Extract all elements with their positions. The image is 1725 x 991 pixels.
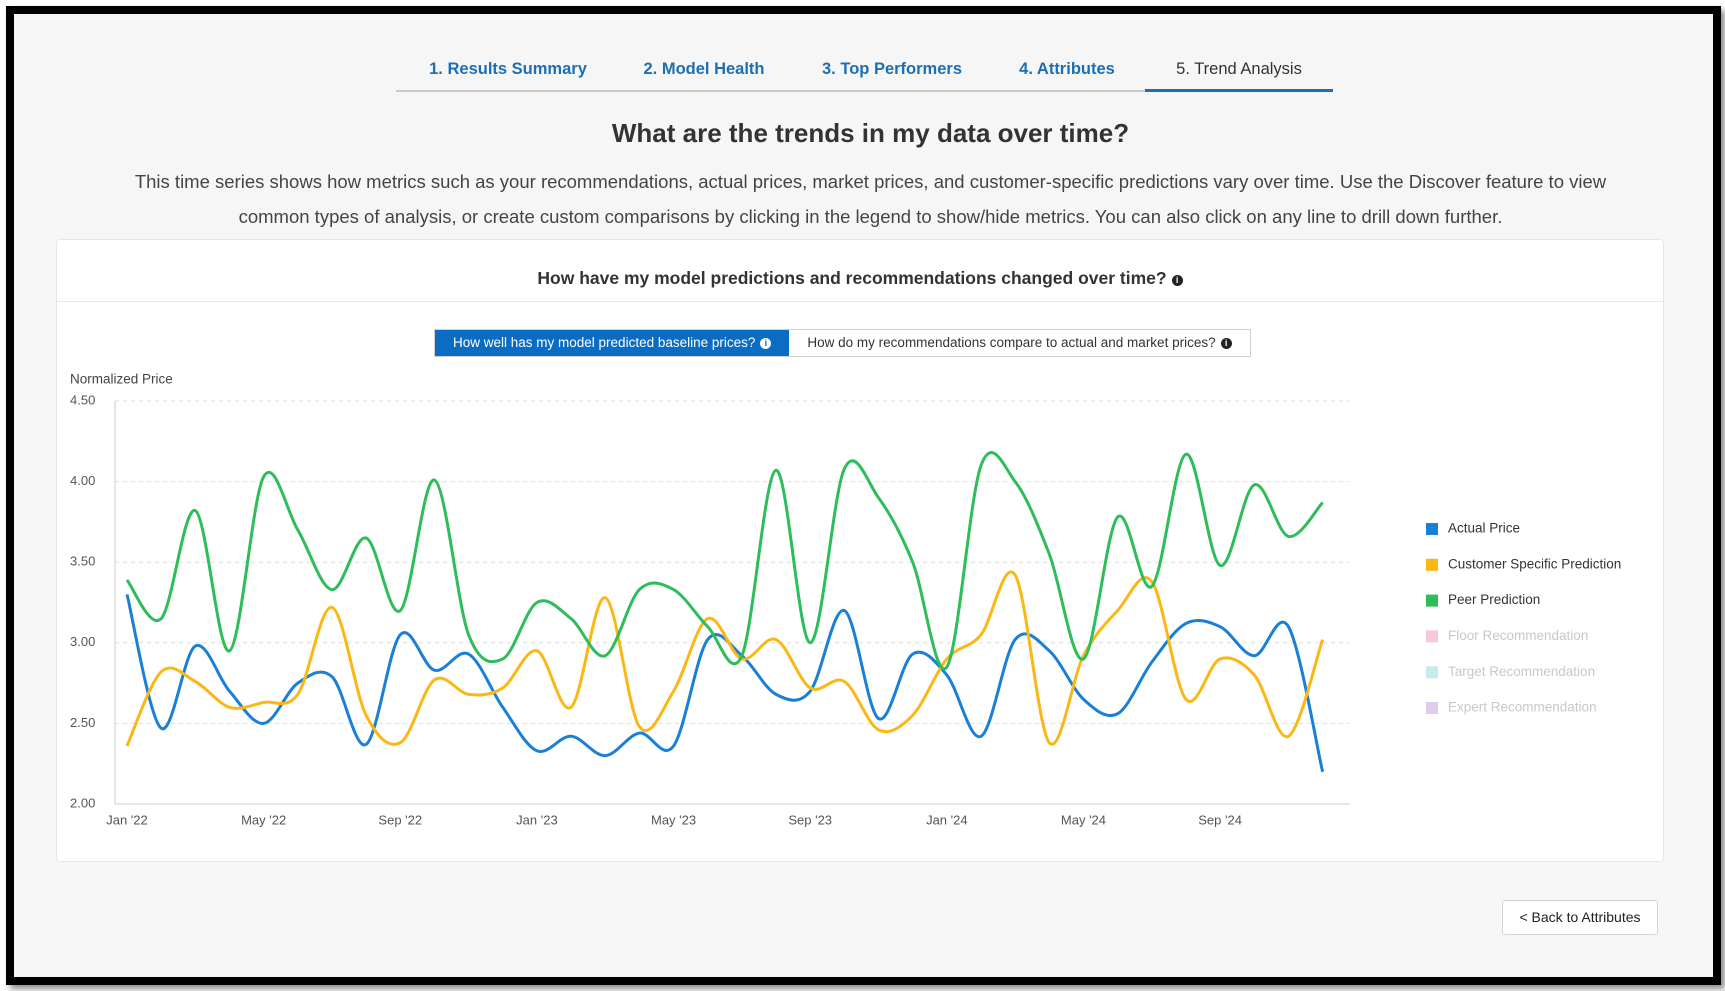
- card-title-text: How have my model predictions and recomm…: [537, 268, 1167, 288]
- legend-swatch-hidden: [1426, 666, 1438, 679]
- legend-swatch: [1426, 558, 1438, 571]
- legend-swatch: [1426, 594, 1438, 607]
- back-button[interactable]: < Back to Attributes: [1502, 900, 1658, 935]
- y-tick-label: 3.00: [70, 634, 95, 649]
- y-tick-label: 2.00: [70, 795, 95, 810]
- toggle-button[interactable]: How do my recommendations compare to act…: [789, 330, 1250, 356]
- y-tick-label: 2.50: [70, 715, 95, 730]
- series-line: [125, 451, 1324, 671]
- x-tick-label: May '24: [1061, 812, 1106, 827]
- legend-label: Peer Prediction: [1448, 592, 1540, 607]
- tab[interactable]: 1. Results Summary: [429, 60, 587, 78]
- x-tick-label: Sep '23: [788, 812, 832, 827]
- tab[interactable]: 3. Top Performers: [822, 60, 962, 78]
- description-line: This time series shows how metrics such …: [134, 171, 1607, 192]
- legend-label-hidden: Floor Recommendation: [1448, 628, 1588, 643]
- toggle-label: How well has my model predicted baseline…: [453, 335, 756, 350]
- toggle-group: How well has my model predicted baseline…: [434, 329, 1251, 357]
- y-tick-label: 3.50: [70, 554, 95, 569]
- x-tick-label: May '22: [241, 812, 286, 827]
- info-icon: i: [1220, 338, 1232, 349]
- x-tick-label: Jan '23: [516, 812, 558, 827]
- y-tick-label: 4.00: [70, 473, 95, 488]
- description: This time series shows how metrics such …: [14, 164, 1725, 234]
- chart-card: How have my model predictions and recomm…: [56, 239, 1664, 862]
- tab[interactable]: 4. Attributes: [1019, 60, 1115, 78]
- toggle-button[interactable]: How well has my model predicted baseline…: [435, 330, 790, 356]
- page: 1. Results Summary 2. Model Health 3. Top …: [6, 6, 1721, 985]
- legend-label-hidden: Target Recommendation: [1448, 664, 1595, 679]
- card-title: How have my model predictions and recomm…: [57, 268, 1663, 289]
- tab[interactable]: 2. Model Health: [643, 60, 765, 78]
- description-line: common types of analysis, or create cust…: [238, 206, 1503, 227]
- y-tick-label: 4.50: [70, 392, 95, 407]
- heading: What are the trends in my data over time…: [611, 118, 1130, 148]
- toggle-label: How do my recommendations compare to act…: [807, 335, 1216, 350]
- legend-swatch-hidden: [1426, 630, 1438, 643]
- separator: [57, 301, 1663, 302]
- legend-label: Actual Price: [1448, 521, 1520, 536]
- info-icon: i: [760, 338, 772, 349]
- tab-bar: 1. Results Summary 2. Model Health 3. Top …: [396, 54, 1333, 92]
- legend-swatch-hidden: [1426, 702, 1438, 714]
- info-icon[interactable]: i: [1171, 275, 1183, 286]
- series-line: [125, 594, 1325, 773]
- x-tick-label: Jan '24: [926, 812, 968, 827]
- x-tick-label: May '23: [651, 812, 696, 827]
- legend-label-hidden: Expert Recommendation: [1448, 700, 1597, 715]
- tab[interactable]: 5. Trend Analysis: [1176, 60, 1302, 78]
- series-line: [125, 570, 1325, 747]
- active-tab-underline: [1145, 89, 1333, 92]
- chart: Normalized Price 2.00 2.50 3.00 3.50 4.00 4.50…: [70, 372, 1621, 828]
- legend-swatch: [1426, 523, 1438, 535]
- x-tick-label: Sep '22: [378, 812, 422, 827]
- y-axis-title: Normalized Price: [70, 372, 173, 387]
- x-tick-label: Jan '22: [106, 812, 148, 827]
- x-tick-label: Sep '24: [1198, 812, 1242, 827]
- legend-label: Customer Specific Prediction: [1448, 556, 1621, 571]
